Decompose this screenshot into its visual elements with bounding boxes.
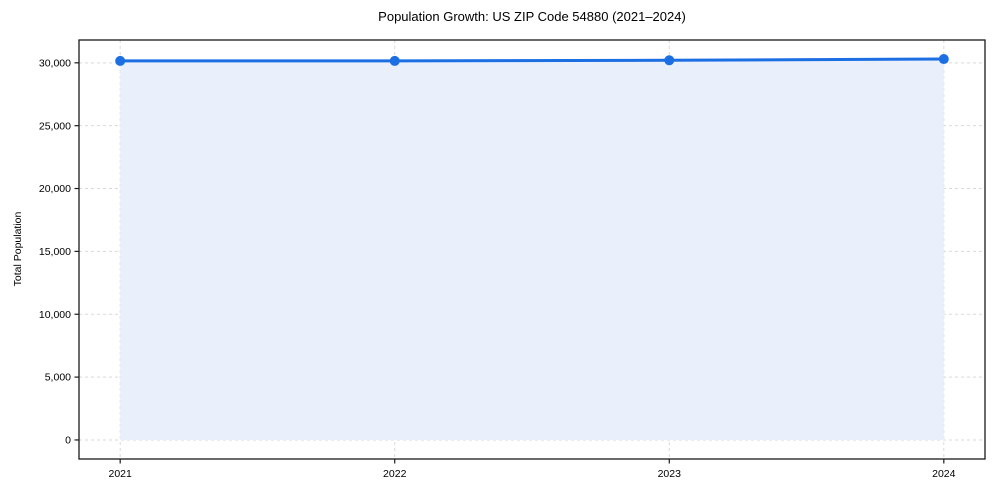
series-line: [118, 57, 946, 63]
y-tick-label: 0: [65, 435, 71, 447]
series-area-fill: [120, 59, 944, 440]
y-tick-label: 10,000: [39, 309, 71, 321]
y-tick-label: 5,000: [45, 372, 71, 384]
data-point: [389, 55, 400, 66]
x-tick-label: 2023: [658, 468, 682, 480]
chart-title: Population Growth: US ZIP Code 54880 (20…: [378, 9, 686, 24]
y-tick-label: 20,000: [39, 183, 71, 195]
x-tick-label: 2021: [109, 468, 133, 480]
y-tick-label: 30,000: [39, 57, 71, 69]
plot-border: [78, 39, 986, 460]
data-point: [115, 55, 126, 66]
y-axis-label: Total Population: [12, 211, 24, 287]
x-tick-label: 2022: [383, 468, 407, 480]
x-tick-label: 2024: [932, 468, 956, 480]
y-tick-label: 25,000: [39, 120, 71, 132]
y-tick-label: 15,000: [39, 246, 71, 258]
data-point: [664, 55, 675, 66]
data-point: [938, 54, 949, 65]
